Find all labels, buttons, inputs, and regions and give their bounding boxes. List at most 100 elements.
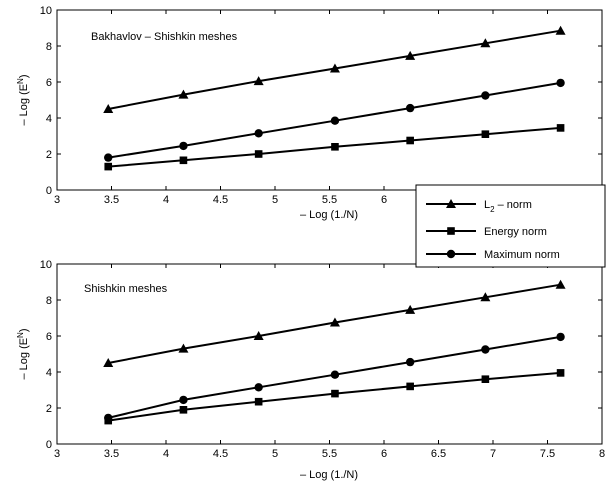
legend: L2 – norm Energy norm Maximum norm [415,184,606,268]
data-point [103,358,114,367]
x-tick-label: 4.5 [213,448,228,460]
legend-entry: Maximum norm [426,249,560,261]
x-tick-label: 5 [272,194,278,206]
x-tick-label: 6 [381,194,387,206]
data-point [329,317,340,327]
panel-annotation: Shishkin meshes [84,283,168,295]
chart-panel-bottom: 3 3.5 4 4.5 5 5.5 6 6.5 7 7.5 8 0 2 4 6 8 10 Shishkin me… [16,259,605,481]
panel-annotation: Bakhavlov – Shishkin meshes [91,31,238,43]
data-point [556,124,565,132]
plot-frame [56,9,603,191]
y-tick-label: 4 [46,367,52,379]
data-point [330,116,340,125]
data-point [405,103,415,113]
data-point [481,345,490,354]
legend-label: Energy norm [484,226,547,238]
y-tick-label: 2 [46,149,52,161]
x-tick-label: 3 [54,448,60,460]
data-point [253,331,264,340]
y-tick-label: 2 [46,403,52,415]
data-point [253,76,264,86]
y-axis-label: – Log (EN) [16,328,30,379]
series-triangle [103,279,566,367]
data-point [103,104,114,113]
data-point [331,143,339,151]
x-tick-label: 5.5 [322,194,337,206]
data-point [104,413,113,423]
data-point [481,375,490,383]
axis-ticks: 3 3.5 4 4.5 5 5.5 6 6.5 7 7.5 8 0 2 4 6 8 10 [40,259,605,460]
data-point [480,38,491,48]
series-layer [103,25,566,171]
legend-label: Maximum norm [484,249,560,261]
y-tick-label: 6 [46,77,52,89]
y-tick-label: 6 [46,331,52,343]
data-point [555,279,566,289]
data-point [405,357,415,367]
data-point [179,141,188,151]
series-layer [103,279,566,425]
x-tick-label: 5.5 [322,448,337,460]
data-point [104,153,113,162]
x-tick-label: 3.5 [104,448,119,460]
y-tick-label: 10 [40,5,52,17]
y-tick-label: 10 [40,259,52,271]
x-tick-label: 6 [381,448,387,460]
x-axis-label: – Log (1./N) [300,469,358,481]
x-tick-label: 5 [272,448,278,460]
y-tick-label: 4 [46,113,52,125]
x-axis-label: – Log (1./N) [300,209,358,221]
y-tick-label: 0 [46,439,52,451]
data-point [179,406,188,414]
legend-entry: Energy norm [426,226,547,238]
legend-label: L2 – norm [484,199,532,214]
data-point [254,383,263,392]
x-tick-label: 3 [54,194,60,206]
series-square [104,124,565,171]
data-point [254,397,263,406]
data-point [405,304,416,314]
y-axis-label: – Log (EN) [16,74,30,125]
data-point [480,292,491,302]
data-point [556,332,565,342]
series-square [104,369,565,425]
legend-marker [446,199,456,208]
x-tick-label: 4 [163,194,169,206]
data-point [254,129,263,138]
data-point [179,156,188,165]
series-triangle [103,25,566,113]
data-point [405,50,416,60]
x-tick-label: 3.5 [104,194,119,206]
data-point [178,89,189,99]
data-point [556,78,565,88]
x-tick-label: 7.5 [540,448,555,460]
y-tick-label: 8 [46,41,52,53]
data-point [406,136,414,145]
data-point [331,389,339,398]
series-circle [104,78,565,162]
data-point [555,25,566,35]
x-tick-label: 4.5 [213,194,228,206]
data-point [330,370,340,379]
data-point [104,162,113,171]
y-tick-label: 8 [46,295,52,307]
y-tick-label: 0 [46,185,52,197]
data-point [481,130,490,138]
data-point [254,150,263,158]
x-tick-label: 8 [599,448,605,460]
series-circle [104,332,565,423]
data-point [481,91,490,100]
data-point [556,369,565,377]
x-tick-label: 7 [490,448,496,460]
legend-marker [446,249,456,259]
data-point [179,395,188,405]
data-point [178,343,189,353]
data-point [329,63,340,73]
legend-marker [447,227,455,235]
data-point [406,382,414,391]
x-tick-label: 4 [163,448,169,460]
legend-entry: L2 – norm [426,199,532,214]
x-tick-label: 6.5 [431,448,446,460]
